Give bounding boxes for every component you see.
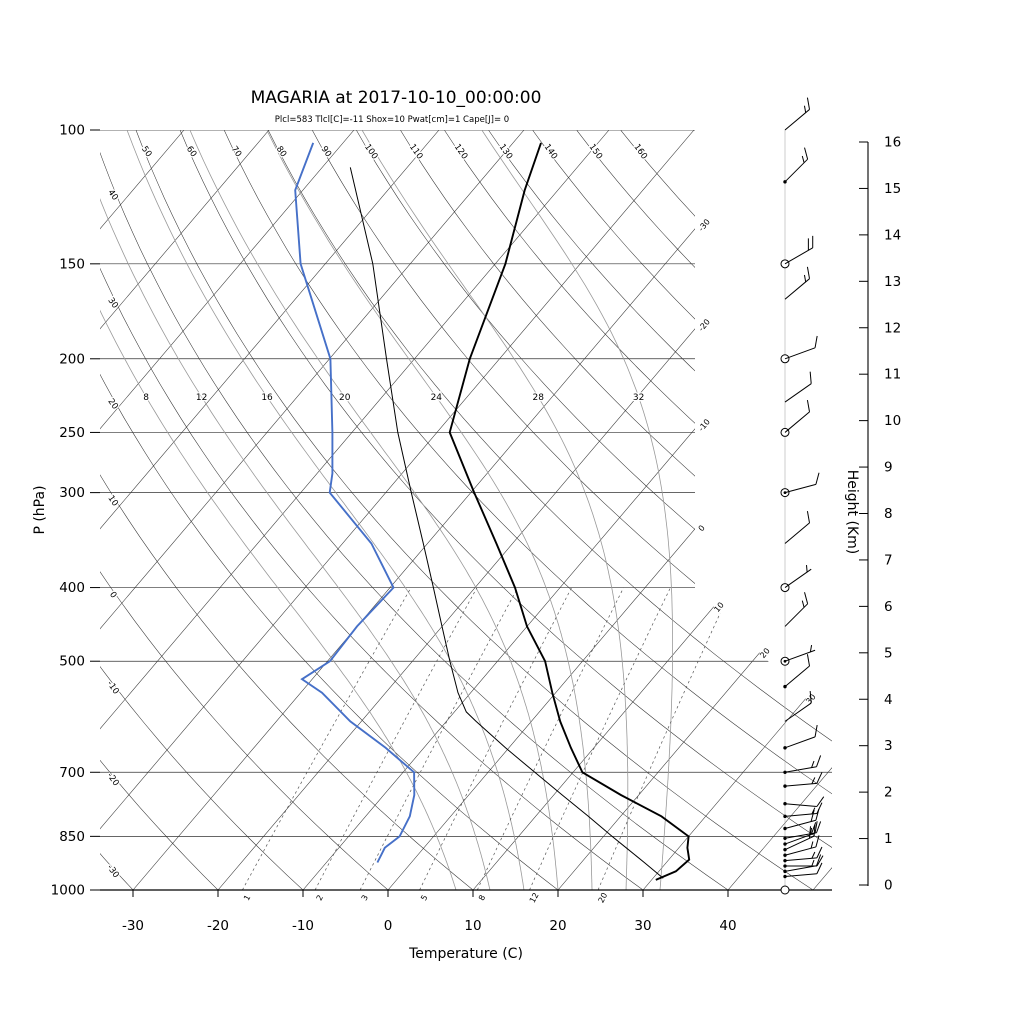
height-axis-label: Height (Km)	[844, 470, 860, 554]
temperature-tick-label: 0	[384, 918, 393, 934]
temperature-tick-label: -10	[292, 918, 314, 934]
height-tick-label: 14	[884, 227, 901, 243]
pressure-tick-label: 150	[59, 256, 85, 272]
pressure-tick-label: 400	[59, 580, 85, 596]
pressure-axis-label: P (hPa)	[32, 485, 48, 534]
height-tick-label: 3	[884, 738, 893, 754]
height-tick-label: 9	[884, 460, 893, 476]
temperature-tick-label: 30	[634, 918, 651, 934]
moist-adiabat-label: 28	[533, 393, 545, 403]
pressure-tick-label: 200	[59, 351, 85, 367]
temperature-tick-label: -30	[122, 918, 144, 934]
height-tick-label: 8	[884, 506, 893, 522]
height-tick-label: 11	[884, 367, 901, 383]
pressure-tick-label: 300	[59, 485, 85, 501]
moist-adiabat-label: 24	[431, 393, 443, 403]
pressure-tick-label: 100	[59, 123, 85, 139]
height-tick-label: 12	[884, 320, 901, 336]
height-tick-label: 6	[884, 599, 893, 615]
pressure-tick-label: 500	[59, 654, 85, 670]
pressure-tick-label: 250	[59, 425, 85, 441]
moist-adiabat-label: 8	[143, 393, 149, 403]
height-tick-label: 7	[884, 552, 893, 568]
height-tick-label: 10	[884, 413, 901, 429]
chart-params-line: Plcl=583 Tlcl[C]=-11 Shox=10 Pwat[cm]=1 …	[275, 115, 509, 125]
temperature-tick-label: -20	[207, 918, 229, 934]
height-tick-label: 5	[884, 645, 893, 661]
wind-station-circle	[781, 886, 789, 894]
temperature-axis-label: Temperature (C)	[408, 946, 523, 962]
height-tick-label: 1	[884, 831, 893, 847]
height-tick-label: 16	[884, 135, 901, 151]
pressure-tick-label: 1000	[51, 883, 85, 899]
moist-adiabat-label: 16	[261, 393, 273, 403]
wind-barb-half	[807, 565, 808, 572]
height-tick-label: 15	[884, 181, 901, 197]
height-tick-label: 2	[884, 785, 893, 801]
height-tick-label: 0	[884, 878, 893, 894]
temperature-tick-label: 40	[719, 918, 736, 934]
temperature-tick-label: 20	[549, 918, 566, 934]
pressure-tick-label: 700	[59, 765, 85, 781]
moist-adiabat-label: 20	[339, 393, 351, 403]
moist-adiabat-label: 32	[633, 393, 644, 403]
height-tick-label: 4	[884, 692, 893, 708]
moist-adiabat-label: 12	[196, 393, 207, 403]
height-tick-label: 13	[884, 274, 901, 290]
pressure-tick-label: 850	[59, 829, 85, 845]
temperature-tick-label: 10	[464, 918, 481, 934]
chart-title: MAGARIA at 2017-10-10_00:00:00	[251, 88, 542, 108]
